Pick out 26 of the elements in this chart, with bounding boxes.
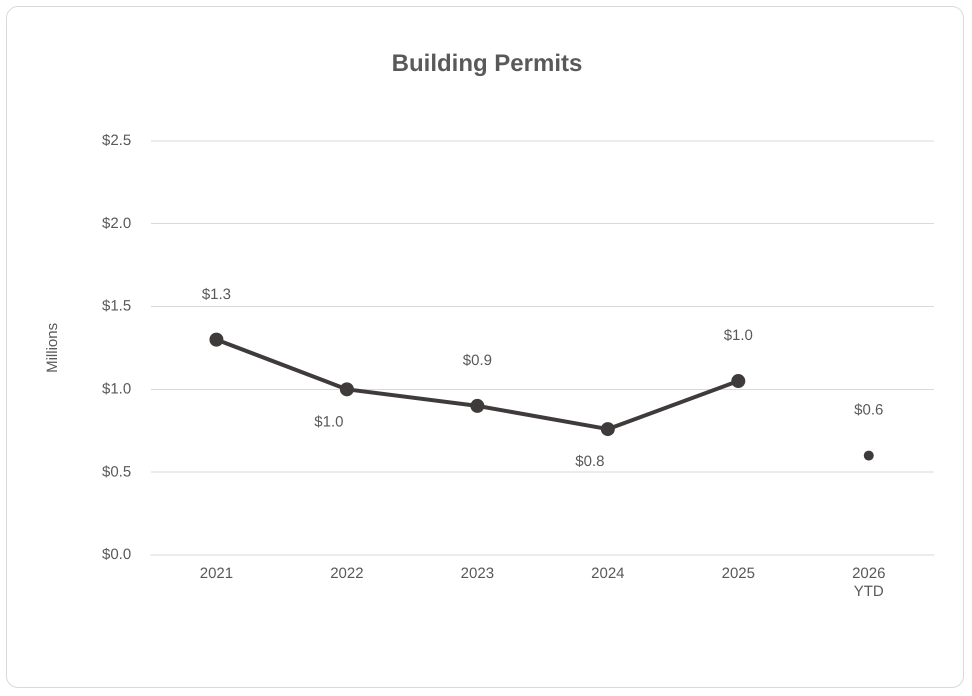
point — [209, 332, 224, 347]
x-tick-label: 2022 — [330, 565, 364, 582]
x-tick-label: 2026 YTD — [852, 565, 886, 600]
x-tick-label: 2021 — [200, 565, 234, 582]
x-tick-label: 2023 — [460, 565, 494, 582]
y-tick-label: $1.0 — [102, 380, 132, 398]
point — [600, 422, 615, 436]
y-tick-label: $1.5 — [102, 298, 132, 315]
point — [731, 374, 746, 388]
data-label: $0.8 — [575, 453, 604, 470]
point — [340, 382, 354, 396]
y-tick-label: $0.0 — [102, 546, 132, 564]
chart-title: Building Permits — [392, 50, 582, 78]
data-label: $1.0 — [314, 413, 344, 430]
data-label: $0.9 — [462, 352, 492, 370]
y-tick-label: $2.5 — [102, 132, 132, 149]
point — [470, 398, 484, 413]
point — [864, 450, 874, 461]
data-label: $1.0 — [724, 327, 753, 344]
y-axis-title: Millions — [44, 322, 62, 373]
data-label: $0.6 — [854, 402, 884, 419]
x-tick-label: 2024 — [591, 565, 625, 582]
y-tick-label: $2.0 — [102, 214, 132, 232]
data-label: $1.3 — [202, 286, 232, 303]
y-tick-label: $0.5 — [102, 463, 132, 480]
x-tick-label: 2025 — [722, 565, 755, 582]
